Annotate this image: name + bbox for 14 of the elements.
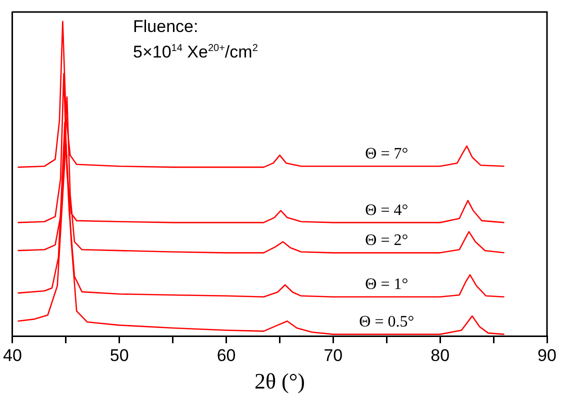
x-tick-label: 70 (324, 346, 343, 366)
series-label: Θ = 0.5° (359, 314, 414, 331)
x-tick-label: 90 (538, 346, 556, 366)
x-tick-label: 60 (216, 346, 236, 366)
annotation: 5×10$^{14}$ Xe$^{20+}$/cm$^{2}$ (133, 42, 258, 64)
x-tick-label: 50 (110, 346, 129, 366)
annotation: Fluence: (133, 16, 200, 38)
x-tick-label: 80 (430, 346, 450, 366)
x-axis-title: 2θ (°) (254, 368, 305, 394)
series-label: Θ = 4° (365, 202, 408, 219)
series-label: Θ = 1° (365, 276, 408, 294)
x-tick-label: 40 (2, 346, 22, 366)
series-label: Θ = 2° (365, 232, 408, 249)
series-label: Θ = 7° (365, 145, 408, 162)
